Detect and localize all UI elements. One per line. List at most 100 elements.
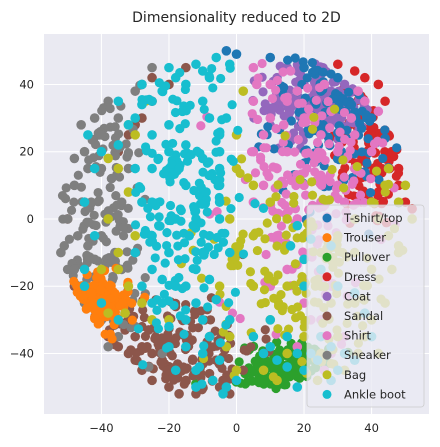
data-point [307, 190, 318, 200]
data-point [271, 214, 282, 224]
data-point [292, 220, 303, 231]
data-point [69, 276, 79, 286]
data-point [181, 281, 191, 292]
legend-label: Coat [344, 289, 371, 303]
data-point [161, 139, 171, 149]
data-point [147, 62, 157, 73]
data-point [272, 163, 282, 174]
data-point [174, 163, 184, 174]
x-tick-label: 20 [297, 421, 312, 435]
axis-ticks: −40 −20 0 20 40 −40 −20 0 20 40 [10, 77, 379, 435]
data-point [57, 190, 68, 201]
data-point [72, 230, 83, 241]
data-point [204, 72, 215, 83]
data-point [82, 250, 92, 260]
data-point [207, 63, 217, 74]
data-point [79, 281, 90, 292]
data-point [257, 58, 267, 69]
data-point [204, 113, 215, 123]
data-point [113, 140, 124, 150]
data-point [373, 106, 384, 117]
data-point [199, 104, 209, 115]
data-point [164, 62, 174, 73]
data-point [152, 305, 162, 315]
data-point [117, 298, 128, 308]
data-point [145, 212, 156, 222]
data-point [159, 169, 169, 179]
data-point [261, 334, 271, 344]
data-point [258, 365, 269, 376]
data-point [283, 55, 293, 65]
data-point [130, 331, 140, 342]
data-point [181, 375, 191, 386]
chart-title: Dimensionality reduced to 2D [132, 10, 341, 26]
data-point [378, 196, 389, 207]
data-point [123, 119, 134, 130]
data-point [137, 341, 147, 352]
data-point [96, 285, 106, 295]
data-point [106, 294, 116, 304]
data-point [96, 146, 107, 157]
data-point [121, 139, 131, 149]
data-point [260, 297, 270, 308]
data-point [325, 123, 335, 133]
data-point [82, 303, 92, 313]
data-point [295, 311, 306, 321]
data-point [292, 86, 303, 96]
data-point [333, 59, 343, 70]
data-point [236, 154, 247, 164]
data-point [282, 362, 292, 372]
data-point [323, 96, 333, 107]
data-point [79, 264, 90, 275]
data-point [349, 176, 359, 186]
data-point [383, 163, 394, 174]
data-point [179, 329, 189, 339]
data-point [292, 382, 303, 392]
data-point [83, 163, 93, 174]
data-point [260, 234, 270, 244]
data-point [231, 375, 242, 386]
data-point [169, 375, 179, 385]
data-point [299, 113, 309, 123]
data-point [131, 348, 142, 358]
data-point [164, 247, 174, 258]
data-point [138, 360, 148, 370]
data-point [62, 214, 73, 224]
data-point [204, 274, 215, 285]
data-point [248, 230, 259, 241]
data-point [69, 264, 80, 275]
data-point [147, 298, 157, 308]
data-point [393, 197, 404, 207]
data-point [312, 153, 323, 164]
data-point [130, 113, 140, 123]
data-point [301, 148, 311, 159]
data-point [339, 107, 350, 118]
data-point [292, 214, 303, 224]
data-point [309, 112, 319, 122]
data-point [236, 236, 246, 246]
data-point [172, 96, 182, 106]
data-point [171, 333, 181, 343]
data-point [86, 197, 97, 207]
data-point [246, 342, 256, 352]
data-point [393, 163, 404, 174]
data-point [169, 300, 179, 311]
data-point [250, 198, 260, 209]
data-point [224, 353, 234, 364]
legend-label: Trouser [343, 231, 386, 245]
data-point [143, 325, 154, 335]
data-point [147, 230, 157, 241]
data-point [224, 214, 235, 224]
data-point [179, 149, 190, 159]
data-point [299, 331, 309, 342]
data-point [147, 130, 157, 140]
data-point [252, 245, 263, 256]
data-point [103, 153, 113, 164]
legend-label: T-shirt/top [343, 211, 403, 225]
data-point [267, 93, 278, 104]
data-point [258, 348, 269, 359]
data-point [214, 163, 225, 174]
data-point [122, 247, 132, 257]
data-point [214, 130, 225, 140]
data-point [276, 290, 286, 300]
